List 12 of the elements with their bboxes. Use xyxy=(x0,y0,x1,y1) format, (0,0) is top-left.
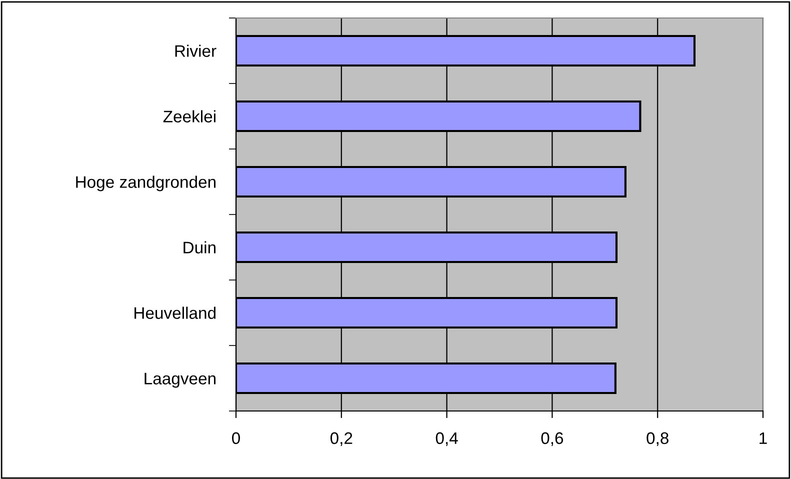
x-tick-label: 0,4 xyxy=(436,432,458,446)
x-tick-label: 0 xyxy=(232,432,240,444)
y-tick-label: Zeeklei xyxy=(163,110,216,122)
x-tick-label: 0,6 xyxy=(541,432,564,446)
y-tick-label: Hoge zandgronden xyxy=(76,176,216,192)
y-tick-label: Laagveen xyxy=(144,372,216,388)
x-tick-label: 1 xyxy=(760,432,767,444)
y-tick-label: Rivier xyxy=(175,44,216,57)
y-tick-label: Duin xyxy=(184,241,216,254)
x-tick-label: 0,2 xyxy=(330,432,352,446)
x-tick-label: 0,8 xyxy=(646,432,668,446)
y-tick-label: Heuvelland xyxy=(134,306,216,319)
